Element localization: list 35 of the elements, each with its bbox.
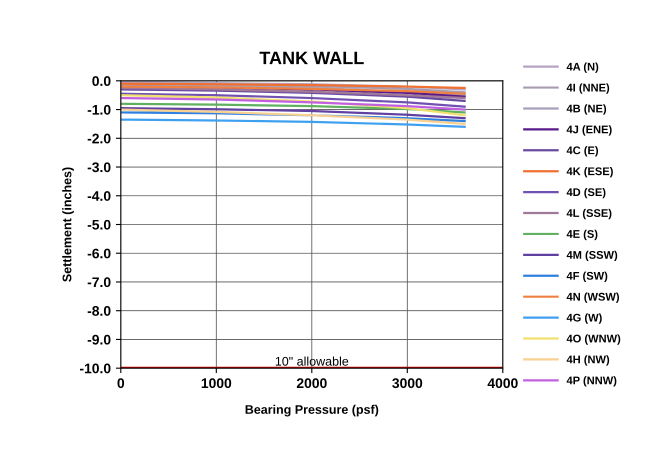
y-axis-title: Settlement (inches) bbox=[62, 167, 74, 282]
chart-title: TANK WALL bbox=[260, 52, 364, 64]
y-tick-label: -3.0 bbox=[88, 162, 111, 172]
x-tick-label: 4000 bbox=[488, 378, 518, 388]
legend-label: 4M (SSW) bbox=[566, 250, 618, 262]
legend-label: 4D (SE) bbox=[566, 188, 606, 198]
legend-label: 4C (E) bbox=[566, 146, 598, 156]
legend-label: 4L (SSE) bbox=[566, 208, 612, 220]
y-tick-label: -9.0 bbox=[88, 334, 111, 345]
legend-label: 4A (N) bbox=[566, 62, 598, 73]
legend-label: 4E (S) bbox=[566, 230, 598, 240]
x-axis-title: Bearing Pressure (psf) bbox=[246, 404, 378, 416]
y-tick-label: 0.0 bbox=[92, 76, 111, 86]
y-tick-label: -2.0 bbox=[88, 134, 111, 144]
legend-label: 4J (ENE) bbox=[566, 125, 612, 136]
legend-label: 4O (WNW) bbox=[566, 334, 620, 345]
x-tick-label: 2000 bbox=[296, 378, 327, 388]
legend-label: 4B (NE) bbox=[566, 104, 606, 115]
y-tick-label: -6.0 bbox=[88, 248, 111, 258]
y-tick-label: -4.0 bbox=[88, 191, 111, 201]
x-tick-label: 3000 bbox=[392, 378, 422, 388]
legend-label: 4N (WSW) bbox=[566, 292, 620, 303]
legend-label: 4G (W) bbox=[566, 313, 602, 324]
y-tick-label: -5.0 bbox=[88, 220, 111, 230]
legend-label: 4H (NW) bbox=[566, 355, 610, 366]
y-tick-label: -10.0 bbox=[80, 364, 111, 374]
x-tick-label: 0 bbox=[117, 378, 124, 388]
legend-label: 4F (SW) bbox=[566, 272, 608, 282]
x-tick-label: 1000 bbox=[202, 378, 232, 388]
y-tick-label: -7.0 bbox=[88, 277, 111, 288]
legend-label: 4K (ESE) bbox=[566, 167, 613, 178]
y-tick-label: -8.0 bbox=[88, 306, 111, 316]
y-tick-label: -1.0 bbox=[88, 104, 111, 115]
legend-label: 4I (NNE) bbox=[566, 83, 610, 94]
legend-label: 4P (NNW) bbox=[566, 376, 616, 387]
